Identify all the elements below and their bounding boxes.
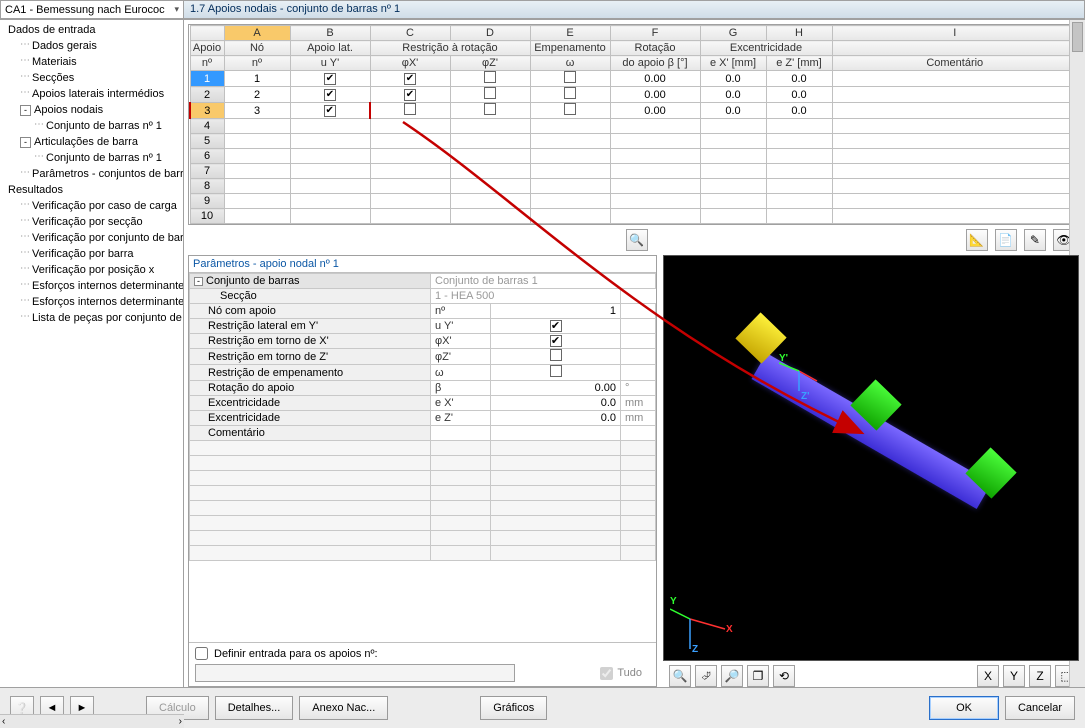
- chevron-down-icon: ▾: [174, 4, 179, 15]
- cancel-button[interactable]: Cancelar: [1005, 696, 1075, 720]
- param-row[interactable]: -Conjunto de barrasConjunto de barras 1: [190, 274, 656, 289]
- tree-item[interactable]: Resultados: [0, 182, 183, 198]
- details-button[interactable]: Detalhes...: [215, 696, 294, 720]
- parameters-title: Parâmetros - apoio nodal nº 1: [189, 256, 656, 273]
- local-axes-1: Y' Z': [779, 351, 829, 401]
- param-row[interactable]: Restrição em torno de Z'φZ': [190, 349, 656, 365]
- tree-item[interactable]: ⋯Secções: [0, 70, 183, 86]
- svg-text:Z': Z': [801, 391, 810, 401]
- table-row[interactable]: 33✔0.000.00.0: [190, 103, 1078, 119]
- param-row[interactable]: Restrição em torno de X'φX'✔: [190, 334, 656, 349]
- case-dropdown-text: CA1 - Bemessung nach Eurococ: [5, 4, 165, 16]
- view3d[interactable]: Y' Z' X Y Z: [663, 255, 1079, 661]
- tree-item[interactable]: ⋯Conjunto de barras nº 1: [0, 150, 183, 166]
- tree-item[interactable]: ⋯Verificação por caso de carga: [0, 198, 183, 214]
- table-row[interactable]: 8: [190, 179, 1078, 194]
- tree-item[interactable]: ⋯Verificação por conjunto de barras: [0, 230, 183, 246]
- annex-button[interactable]: Anexo Nac...: [299, 696, 388, 720]
- table-row[interactable]: 4: [190, 119, 1078, 134]
- nav-tree: Dados de entrada⋯Dados gerais⋯Materiais⋯…: [0, 20, 184, 687]
- define-entry-label: Definir entrada para os apoios nº:: [214, 648, 378, 660]
- viewer-panel: Y' Z' X Y Z 🔍: [663, 255, 1079, 687]
- all-checkbox: [600, 667, 613, 680]
- v-axis-z-icon[interactable]: Z: [1029, 665, 1051, 687]
- param-row[interactable]: Rotação do apoioβ0.00°: [190, 381, 656, 396]
- v-window-icon[interactable]: ❐: [747, 665, 769, 687]
- v-rotate-icon[interactable]: ⟲: [773, 665, 795, 687]
- tree-item[interactable]: ⋯Esforços internos determinantes: [0, 294, 183, 310]
- table-row[interactable]: 22✔✔0.000.00.0: [190, 87, 1078, 103]
- tree-item[interactable]: ⋯Lista de peças por conjunto de: [0, 310, 183, 326]
- param-row[interactable]: Comentário: [190, 426, 656, 441]
- tree-item[interactable]: -Apoios nodais: [0, 102, 183, 118]
- tree-item[interactable]: ⋯Verificação por secção: [0, 214, 183, 230]
- tree-item[interactable]: ⋯Esforços internos determinantes: [0, 278, 183, 294]
- param-row[interactable]: Secção1 - HEA 500: [190, 289, 656, 304]
- v-cursor-icon[interactable]: ⮰: [695, 665, 717, 687]
- param-row[interactable]: Nó com apoionº1: [190, 304, 656, 319]
- copy-icon[interactable]: 📄: [995, 229, 1017, 251]
- ok-button[interactable]: OK: [929, 696, 999, 720]
- case-dropdown[interactable]: CA1 - Bemessung nach Eurococ ▾: [0, 0, 184, 19]
- svg-text:Y': Y': [779, 353, 788, 364]
- svg-text:Z: Z: [692, 644, 698, 654]
- v-zoom-icon[interactable]: 🔍: [669, 665, 691, 687]
- param-row[interactable]: Excentricidadee Z'0.0mm: [190, 411, 656, 426]
- table-row[interactable]: 11✔✔0.000.00.0: [190, 71, 1078, 87]
- table-row[interactable]: 6: [190, 149, 1078, 164]
- page-title: 1.7 Apoios nodais - conjunto de barras n…: [184, 0, 1085, 19]
- tree-item[interactable]: ⋯Materiais: [0, 54, 183, 70]
- tree-item[interactable]: ⋯Parâmetros - conjuntos de barras: [0, 166, 183, 182]
- v-axis-y-icon[interactable]: Y: [1003, 665, 1025, 687]
- svg-text:Y: Y: [670, 596, 677, 607]
- parameters-panel: Parâmetros - apoio nodal nº 1 -Conjunto …: [188, 255, 657, 687]
- param-row[interactable]: Restrição lateral em Y'u Y'✔: [190, 319, 656, 334]
- define-entry-input[interactable]: [195, 664, 515, 682]
- tree-item[interactable]: ⋯Verificação por posição x: [0, 262, 183, 278]
- zoom-selection-icon[interactable]: 🔍: [626, 229, 648, 251]
- pick-icon[interactable]: ✎: [1024, 229, 1046, 251]
- param-row[interactable]: Restrição de empenamentoω: [190, 365, 656, 381]
- tree-item[interactable]: ⋯Apoios laterais intermédios: [0, 86, 183, 102]
- v-axis-x-icon[interactable]: X: [977, 665, 999, 687]
- tree-item[interactable]: ⋯Conjunto de barras nº 1: [0, 118, 183, 134]
- v-mag-icon[interactable]: 🔎: [721, 665, 743, 687]
- tree-item[interactable]: ⋯Verificação por barra: [0, 246, 183, 262]
- global-axes: X Y Z: [670, 584, 740, 654]
- table-row[interactable]: 7: [190, 164, 1078, 179]
- svg-text:X: X: [726, 624, 733, 635]
- define-entry-checkbox[interactable]: [195, 647, 208, 660]
- table-row[interactable]: 5: [190, 134, 1078, 149]
- graphics-button[interactable]: Gráficos: [480, 696, 547, 720]
- filter-icon[interactable]: 📐: [966, 229, 988, 251]
- tree-item[interactable]: Dados de entrada: [0, 22, 183, 38]
- grid-scrollbar[interactable]: [1069, 24, 1079, 225]
- sidebar-scroll[interactable]: ‹›: [0, 714, 184, 728]
- supports-grid[interactable]: ABCDEFGHIApoioNóApoio lat.Restrição à ro…: [188, 24, 1079, 225]
- table-row[interactable]: 10: [190, 209, 1078, 224]
- all-label: Tudo: [617, 667, 642, 679]
- tree-item[interactable]: ⋯Dados gerais: [0, 38, 183, 54]
- tree-item[interactable]: -Articulações de barra: [0, 134, 183, 150]
- param-row[interactable]: Excentricidadee X'0.0mm: [190, 396, 656, 411]
- table-row[interactable]: 9: [190, 194, 1078, 209]
